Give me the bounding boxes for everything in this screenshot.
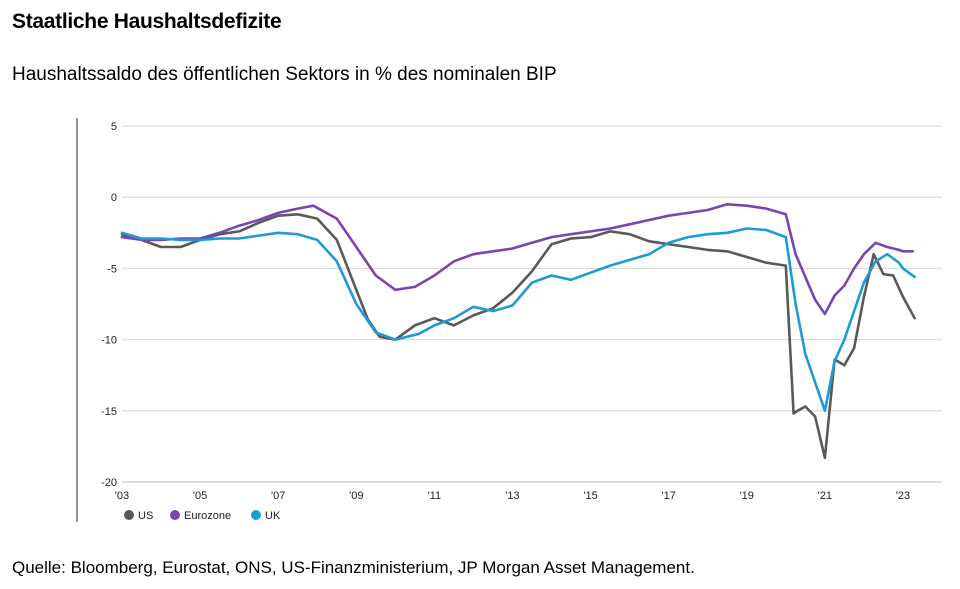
y-axis-ticks: 5 0 -5 -10 -15 -20 xyxy=(101,121,117,489)
x-tick-label: '13 xyxy=(505,490,519,502)
x-tick-label: '23 xyxy=(896,490,910,502)
x-axis-ticks: '03 '05 '07 '09 '11 '13 '15 '17 '19 '21 '23 xyxy=(115,490,910,502)
legend: US Eurozone UK xyxy=(124,510,281,522)
x-tick-label: '21 xyxy=(818,490,832,502)
y-tick-label: -10 xyxy=(101,335,117,347)
x-tick-label: '11 xyxy=(428,490,442,502)
y-tick-label: 0 xyxy=(111,192,117,204)
gridlines xyxy=(122,125,942,412)
legend-marker-us xyxy=(124,510,134,520)
y-tick-label: -20 xyxy=(101,477,117,489)
source-note: Quelle: Bloomberg, Eurostat, ONS, US-Fin… xyxy=(12,558,695,577)
series-lines xyxy=(120,203,917,460)
series-line-uk xyxy=(120,227,917,413)
series-line-eurozone xyxy=(120,203,915,316)
y-tick-label: 5 xyxy=(111,121,117,133)
x-tick-label: '15 xyxy=(583,490,597,502)
x-tick-label: '03 xyxy=(115,490,129,502)
x-tick-label: '17 xyxy=(661,490,675,502)
legend-label-uk: UK xyxy=(265,510,281,522)
legend-marker-uk xyxy=(251,510,261,520)
chart-title: Staatliche Haushaltsdefizite xyxy=(12,10,282,33)
x-tick-label: '09 xyxy=(349,490,363,502)
x-tick-label: '07 xyxy=(271,490,285,502)
legend-label-eurozone: Eurozone xyxy=(184,510,231,522)
x-tick-label: '19 xyxy=(740,490,754,502)
y-tick-label: -15 xyxy=(101,406,117,418)
x-tick-label: '05 xyxy=(193,490,207,502)
legend-label-us: US xyxy=(138,510,153,522)
legend-marker-eurozone xyxy=(170,510,180,520)
y-tick-label: -5 xyxy=(107,263,117,275)
chart-subtitle: Haushaltssaldo des öffentlichen Sektors … xyxy=(12,64,557,85)
